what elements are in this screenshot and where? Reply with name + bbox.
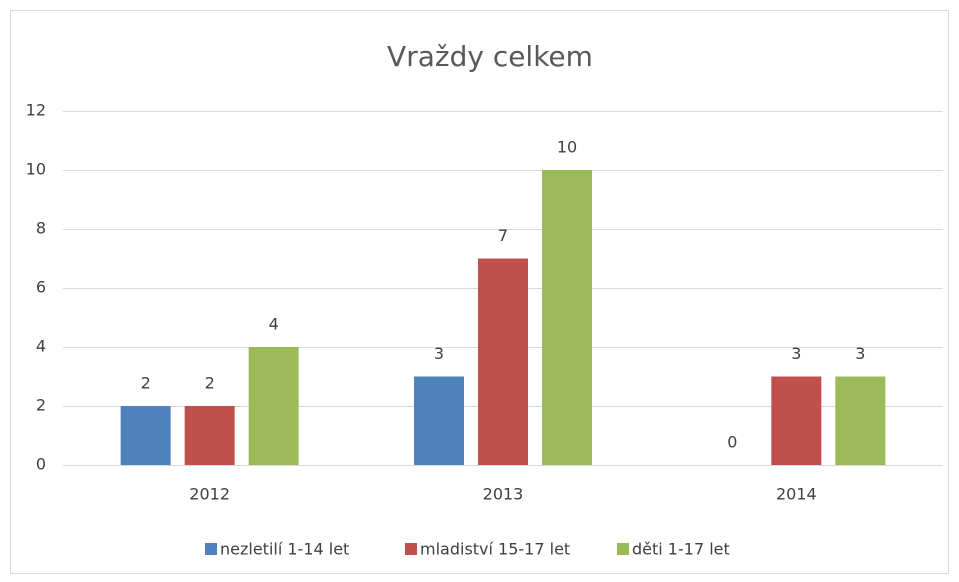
data-label: 3 [855,344,865,363]
y-tick-label: 4 [36,337,46,356]
y-tick-label: 10 [26,160,46,179]
chart-title: Vraždy celkem [387,40,593,73]
data-label: 10 [557,138,577,157]
x-tick-label: 2013 [483,485,524,504]
y-tick-label: 8 [36,219,46,238]
data-label: 2 [205,374,215,393]
x-tick-label: 2012 [189,485,230,504]
x-tick-label: 2014 [776,485,817,504]
bar [542,170,592,465]
bar [835,376,886,465]
data-label: 3 [791,344,801,363]
legend-label: nezletilí 1-14 let [220,540,349,559]
bar [184,406,235,465]
legend-label: mladiství 15-17 let [420,540,570,559]
y-tick-label: 12 [26,101,46,120]
data-label: 2 [141,374,151,393]
legend-label: děti 1-17 let [632,540,730,559]
data-label: 0 [727,433,737,452]
bar [120,406,171,465]
bar [478,258,528,465]
y-tick-label: 0 [36,455,46,474]
legend-swatch [205,543,217,555]
y-tick-label: 2 [36,396,46,415]
legend-swatch [617,543,629,555]
bar [414,376,464,465]
legend-swatch [405,543,417,555]
data-label: 4 [269,315,279,334]
data-label: 3 [434,344,444,363]
y-tick-label: 6 [36,278,46,297]
bar [248,347,299,465]
bar [771,376,822,465]
data-label: 7 [498,226,508,245]
